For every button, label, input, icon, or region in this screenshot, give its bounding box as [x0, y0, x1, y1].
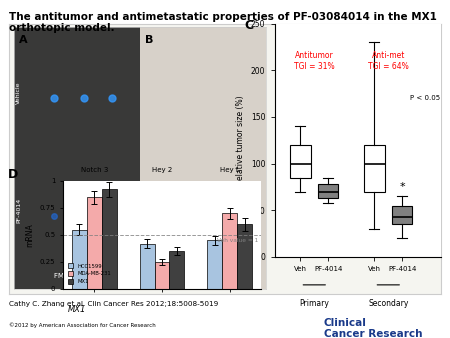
Y-axis label: Relative tumor size (%): Relative tumor size (%): [236, 95, 245, 185]
Text: Hey L: Hey L: [220, 167, 239, 173]
Text: Antitumor
TGI = 31%: Antitumor TGI = 31%: [294, 51, 335, 71]
PathPatch shape: [392, 206, 412, 224]
Bar: [87, 197, 102, 289]
Text: PF-4014: PF-4014: [16, 198, 21, 223]
Text: D: D: [8, 168, 18, 181]
Bar: [222, 213, 237, 289]
Text: FMT imaging: FMT imaging: [54, 272, 99, 279]
Y-axis label: mRNA: mRNA: [25, 223, 34, 247]
Text: Veh value = 1: Veh value = 1: [217, 238, 258, 243]
Bar: [154, 262, 170, 289]
Bar: [207, 240, 222, 289]
Text: MX1: MX1: [68, 305, 86, 314]
Bar: [237, 224, 252, 289]
PathPatch shape: [290, 145, 310, 177]
Bar: [140, 244, 154, 289]
Text: C: C: [244, 19, 254, 32]
Text: B: B: [144, 35, 153, 45]
Text: The antitumor and antimetastatic properties of PF-03084014 in the MX1 orthotopic: The antitumor and antimetastatic propert…: [9, 12, 437, 33]
Bar: [140, 27, 266, 289]
Text: Notch 3: Notch 3: [81, 167, 108, 173]
Bar: [14, 27, 140, 289]
Text: Vehicle: Vehicle: [16, 81, 21, 104]
Text: Secondary: Secondary: [368, 299, 409, 308]
Text: Anti-met
TGI = 64%: Anti-met TGI = 64%: [368, 51, 409, 71]
Text: H&E: H&E: [195, 272, 210, 279]
Text: P < 0.05: P < 0.05: [410, 95, 440, 101]
Text: Primary: Primary: [299, 299, 329, 308]
Text: ©2012 by American Association for Cancer Research: ©2012 by American Association for Cancer…: [9, 323, 156, 329]
Legend: HCC1599, MDA-MB-231, MX1: HCC1599, MDA-MB-231, MX1: [66, 261, 113, 286]
Text: Cathy C. Zhang et al. Clin Cancer Res 2012;18:5008-5019: Cathy C. Zhang et al. Clin Cancer Res 20…: [9, 301, 218, 307]
Text: Hey 2: Hey 2: [152, 167, 172, 173]
Bar: [102, 190, 117, 289]
Text: *: *: [399, 182, 405, 192]
PathPatch shape: [318, 184, 338, 198]
PathPatch shape: [364, 145, 385, 192]
Bar: [170, 251, 184, 289]
Text: A: A: [18, 35, 27, 45]
Text: Clinical
Cancer Research: Clinical Cancer Research: [324, 318, 423, 338]
Bar: [72, 230, 87, 289]
